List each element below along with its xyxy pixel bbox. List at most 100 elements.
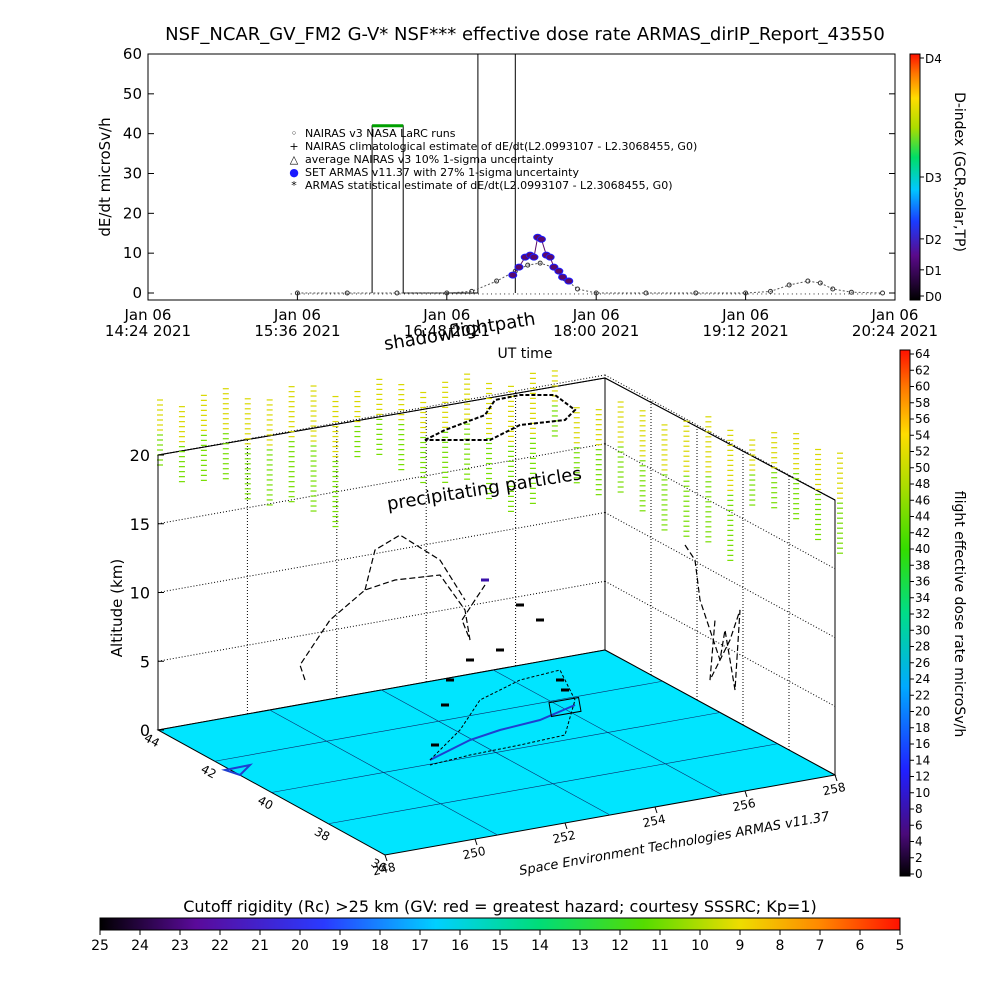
x-tick-label-date: Jan 06 [871, 306, 919, 324]
baseline-marker: · [381, 290, 384, 300]
baseline-marker: · [852, 290, 855, 300]
baseline-marker: · [874, 290, 877, 300]
flight-dose-marker [496, 648, 504, 652]
baseline-marker: · [542, 290, 545, 300]
legend-entry: NAIRAS v3 NASA LaRC runs [305, 127, 456, 140]
baseline-marker: · [590, 290, 593, 300]
flight-dose-tick-label: 40 [915, 542, 930, 556]
flight-dose-tick-label: 62 [915, 363, 930, 377]
wall-grid-h [604, 443, 836, 570]
flight-dose-tick-label: 54 [915, 428, 930, 442]
latitude-tick-label: 44 [142, 731, 162, 751]
flight-dose-tick-label: 14 [915, 753, 930, 767]
flight-dose-tick-label: 42 [915, 526, 930, 540]
wall-grid-h [157, 512, 606, 593]
wall-grid-h [157, 443, 606, 525]
baseline-marker: · [608, 290, 611, 300]
flightpath [299, 394, 741, 747]
baseline-marker: · [612, 290, 615, 300]
floor-grid [493, 669, 723, 796]
baseline-marker: · [861, 290, 864, 300]
cutoff-rigidity-bar: Cutoff rigidity (Rc) >25 km (GV: red = g… [91, 897, 904, 954]
baseline-marker: · [425, 290, 428, 300]
baseline-marker: · [516, 290, 519, 300]
baseline-marker: · [442, 290, 445, 300]
armas-measured-point [564, 277, 574, 285]
baseline-marker: · [747, 290, 750, 300]
baseline-marker: · [534, 290, 537, 300]
d-index-tick-label: D1 [925, 264, 942, 278]
baseline-marker: · [786, 290, 789, 300]
flight-dose-marker [446, 678, 454, 682]
flight-dose-marker [431, 743, 439, 747]
baseline-marker: · [355, 290, 358, 300]
d-index-colorbar [909, 53, 921, 301]
top-plot-frame [147, 53, 896, 301]
baseline-marker: · [329, 290, 332, 300]
nairas-model-point [786, 282, 792, 288]
rc-tick-label: 16 [451, 938, 469, 954]
baseline-marker: · [643, 290, 646, 300]
baseline-marker: · [791, 290, 794, 300]
baseline-marker: · [625, 290, 628, 300]
baseline-marker: · [669, 290, 672, 300]
longitude-tick-label: 258 [822, 780, 847, 798]
flight-dose-tick-label: 58 [915, 396, 930, 410]
baseline-marker: · [582, 290, 585, 300]
baseline-marker: · [333, 290, 336, 300]
nairas-model-point [444, 290, 450, 296]
baseline-marker: · [808, 290, 811, 300]
baseline-marker: · [460, 290, 463, 300]
flightpath-right-wall [684, 544, 741, 691]
rc-tick-label: 11 [651, 938, 669, 954]
baseline-marker: · [438, 290, 441, 300]
x-tick-label-date: Jan 06 [572, 306, 620, 324]
longitude-tick [654, 806, 658, 814]
nairas-model-point [575, 286, 581, 292]
baseline-marker: · [621, 290, 624, 300]
baseline-marker: · [564, 290, 567, 300]
rc-tick-label: 13 [571, 938, 589, 954]
baseline-marker: · [843, 290, 846, 300]
baseline-marker: · [586, 290, 589, 300]
nairas-model-line [297, 262, 883, 294]
x-tick-label-date: Jan 06 [721, 306, 769, 324]
baseline-marker: · [804, 290, 807, 300]
baseline-marker: · [651, 290, 654, 300]
baseline-marker: · [577, 290, 580, 300]
x-tick-label-date: Jan 06 [124, 306, 172, 324]
flight-dose-tick-label: 60 [915, 380, 930, 394]
nairas-model-point [830, 286, 836, 292]
nairas-model-point [593, 290, 599, 296]
rc-tick-label: 19 [331, 938, 349, 954]
flight-dose-marker [561, 688, 569, 692]
shadow-top-loop [424, 394, 577, 441]
flight-dose-tick-label: 52 [915, 445, 930, 459]
latitude-tick-label: 40 [255, 793, 275, 813]
legend-symbol: ● [289, 166, 299, 179]
wall-grid [157, 374, 836, 750]
baseline-marker: · [673, 290, 676, 300]
longitude-tick-label: 252 [552, 828, 577, 846]
flightpath-line [364, 534, 466, 601]
y-tick-label: 20 [123, 204, 142, 222]
baseline-marker: · [634, 290, 637, 300]
legend-symbol: * [291, 179, 297, 192]
flight-dose-tick-label: 24 [915, 672, 930, 686]
top-y-axis: 0 10 20 30 40 50 60 [123, 45, 895, 302]
nairas-model-point [394, 290, 400, 296]
legend-symbol: ◦ [291, 127, 298, 140]
baseline-marker: · [686, 290, 689, 300]
flight-dose-tick-label: 12 [915, 770, 930, 784]
d-index-tick-label: D4 [925, 52, 942, 66]
altitude-axis-label: Altitude (km) [108, 559, 126, 657]
baseline-marker: · [765, 290, 768, 300]
flight-dose-ticks: 0246810121416182022242628303234363840424… [910, 347, 930, 881]
longitude-tick-label: 248 [372, 860, 397, 878]
flight-dose-tick-label: 28 [915, 640, 930, 654]
baseline-marker: · [359, 290, 362, 300]
baseline-marker: · [691, 290, 694, 300]
baseline-marker: · [678, 290, 681, 300]
flight-dose-tick-label: 30 [915, 623, 930, 637]
baseline-marker: · [490, 290, 493, 300]
